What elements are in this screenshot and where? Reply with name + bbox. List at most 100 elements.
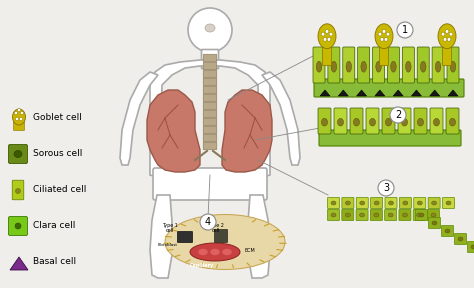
FancyBboxPatch shape [356,198,368,209]
FancyBboxPatch shape [371,198,383,209]
Ellipse shape [346,61,352,72]
Ellipse shape [318,24,336,49]
Ellipse shape [376,61,381,72]
FancyBboxPatch shape [443,198,455,209]
Ellipse shape [385,118,392,126]
Text: ECM: ECM [245,247,255,253]
Text: 4: 4 [205,217,211,227]
Ellipse shape [198,249,208,255]
FancyBboxPatch shape [414,198,426,209]
FancyBboxPatch shape [328,198,339,209]
FancyBboxPatch shape [153,168,267,200]
Ellipse shape [401,118,408,126]
FancyBboxPatch shape [455,234,466,245]
Text: Capillary: Capillary [190,262,214,268]
FancyBboxPatch shape [343,47,355,83]
FancyBboxPatch shape [203,126,217,134]
FancyBboxPatch shape [382,108,395,134]
FancyBboxPatch shape [358,47,370,83]
Ellipse shape [438,24,456,49]
Ellipse shape [222,249,232,255]
FancyBboxPatch shape [322,45,331,65]
Ellipse shape [321,118,328,126]
FancyBboxPatch shape [201,50,219,69]
FancyBboxPatch shape [203,54,217,62]
Ellipse shape [403,201,408,205]
FancyBboxPatch shape [467,242,474,253]
Text: Clara cell: Clara cell [33,221,75,230]
FancyBboxPatch shape [428,209,439,221]
Ellipse shape [316,61,322,72]
Ellipse shape [406,61,411,72]
Polygon shape [393,90,403,96]
Circle shape [321,32,325,36]
Polygon shape [248,195,270,278]
FancyBboxPatch shape [350,108,363,134]
FancyBboxPatch shape [177,232,192,242]
Circle shape [380,38,384,41]
Ellipse shape [331,213,336,217]
Ellipse shape [345,213,350,217]
Ellipse shape [449,118,456,126]
Circle shape [382,30,386,33]
Ellipse shape [450,61,456,72]
FancyBboxPatch shape [203,102,217,110]
FancyBboxPatch shape [398,108,411,134]
Circle shape [443,38,447,41]
FancyBboxPatch shape [203,142,217,150]
Ellipse shape [346,201,350,205]
Ellipse shape [434,118,439,126]
Circle shape [15,111,18,115]
FancyBboxPatch shape [318,108,331,134]
Ellipse shape [389,201,393,205]
Ellipse shape [354,118,359,126]
FancyBboxPatch shape [380,45,389,65]
FancyBboxPatch shape [203,78,217,86]
Text: Type 1
cell: Type 1 cell [162,223,178,233]
FancyBboxPatch shape [12,180,24,200]
Ellipse shape [16,189,20,194]
Text: Basal cell: Basal cell [33,257,76,266]
Ellipse shape [417,213,422,217]
Ellipse shape [165,215,285,270]
FancyBboxPatch shape [356,209,368,221]
Ellipse shape [205,24,215,32]
FancyBboxPatch shape [414,108,427,134]
Ellipse shape [12,109,26,125]
Circle shape [329,32,333,36]
FancyBboxPatch shape [370,209,383,221]
Polygon shape [320,90,330,96]
FancyBboxPatch shape [203,86,217,94]
FancyBboxPatch shape [413,209,425,221]
Ellipse shape [374,213,379,217]
Circle shape [390,107,406,123]
FancyBboxPatch shape [319,130,461,146]
Ellipse shape [432,221,437,225]
Circle shape [445,30,449,33]
Ellipse shape [374,201,379,205]
Circle shape [20,111,24,115]
FancyBboxPatch shape [399,209,411,221]
FancyBboxPatch shape [416,209,428,221]
FancyBboxPatch shape [203,94,217,102]
FancyBboxPatch shape [385,198,397,209]
Polygon shape [10,257,28,270]
Text: 2: 2 [395,110,401,120]
Circle shape [325,30,329,33]
Ellipse shape [337,118,344,126]
Ellipse shape [432,201,437,205]
FancyBboxPatch shape [334,108,347,134]
Circle shape [447,38,451,41]
Circle shape [386,32,390,36]
FancyBboxPatch shape [417,47,429,83]
Ellipse shape [431,213,436,217]
Circle shape [378,180,394,196]
Circle shape [378,32,382,36]
Polygon shape [375,90,385,96]
Circle shape [200,214,216,230]
Circle shape [441,32,445,36]
Ellipse shape [15,223,21,229]
FancyBboxPatch shape [342,209,354,221]
FancyBboxPatch shape [400,198,411,209]
Ellipse shape [388,213,393,217]
